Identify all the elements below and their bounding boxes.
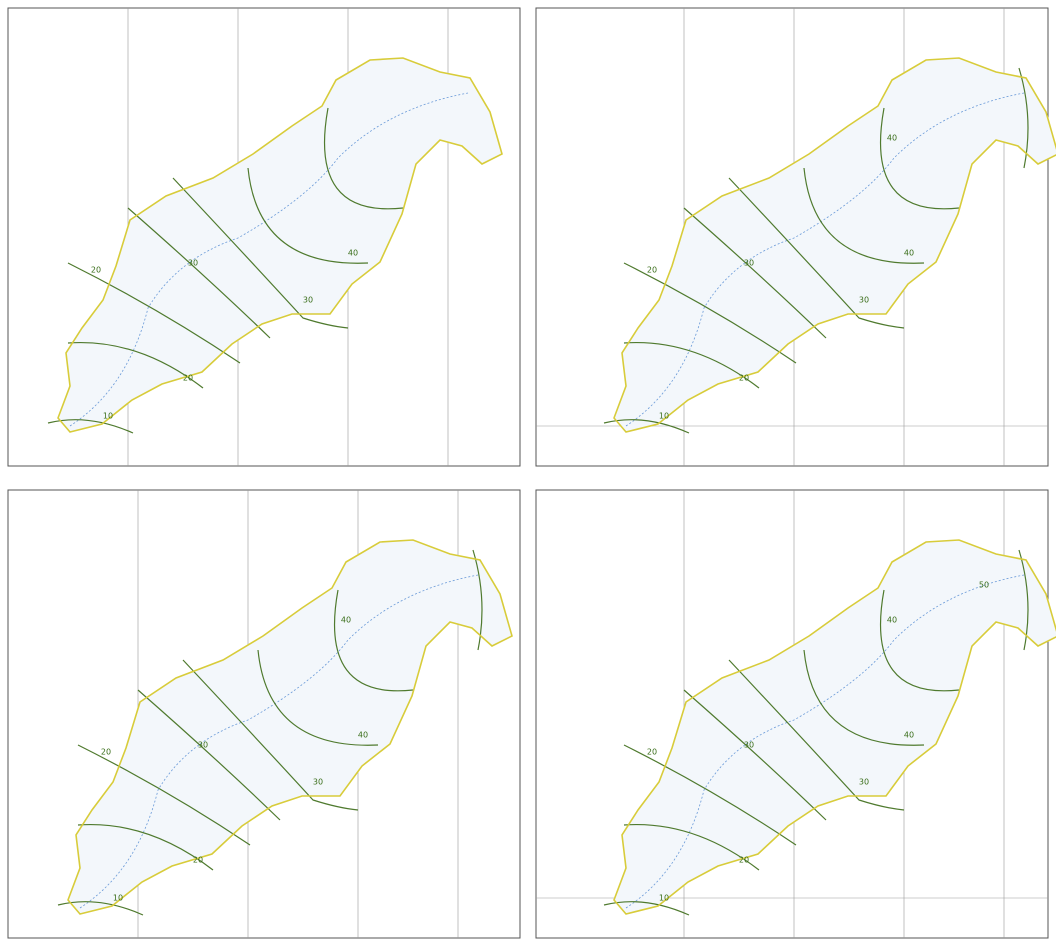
catchment-boundary — [613, 539, 1056, 915]
contour-line — [1018, 549, 1029, 651]
contour-line — [472, 549, 483, 651]
contour-label: 20 — [91, 266, 101, 275]
contour-line — [623, 262, 797, 364]
contour-line — [127, 207, 271, 339]
catchment-fill — [68, 540, 512, 914]
contour-label: 30 — [744, 259, 754, 268]
contour-label: 30 — [303, 296, 313, 305]
river — [625, 92, 1025, 427]
contour-line — [880, 107, 960, 210]
catchment: 10 20 20 30 30 40 — [47, 57, 503, 434]
contour-label: 10 — [113, 894, 123, 903]
map-panel: 10 20 20 30 30 40 40 — [7, 489, 521, 939]
contour-label: 20 — [183, 374, 193, 383]
contour-line — [172, 177, 349, 329]
contour-line — [803, 167, 925, 264]
contour-line — [880, 589, 960, 692]
contour-line — [334, 589, 414, 692]
contour-line — [247, 167, 369, 264]
contour-line — [683, 207, 827, 339]
contour-line — [77, 823, 214, 871]
catchment-fill — [58, 58, 502, 432]
contour-label: 50 — [979, 581, 989, 590]
contour-label: 30 — [188, 259, 198, 268]
contour-line — [77, 744, 251, 846]
contour-line — [728, 659, 905, 811]
contour-label: 30 — [859, 296, 869, 305]
contour-line — [67, 341, 204, 389]
river — [79, 574, 479, 909]
contour-label: 30 — [198, 741, 208, 750]
map-panel: 10 20 20 30 30 40 40 50 — [535, 489, 1056, 939]
contour-line — [137, 689, 281, 821]
contour-label: 10 — [103, 412, 113, 421]
contour-label: 40 — [904, 249, 914, 258]
contour-label: 20 — [647, 266, 657, 275]
contour-label: 20 — [739, 856, 749, 865]
catchment: 10 20 20 30 30 40 40 — [603, 57, 1056, 434]
contour-line — [603, 901, 690, 916]
catchment-boundary — [67, 539, 513, 915]
contour-line — [623, 744, 797, 846]
contour-line — [623, 823, 760, 871]
contour-line — [67, 262, 241, 364]
contour-line — [603, 419, 690, 434]
contour-line — [324, 107, 404, 210]
contour-label: 30 — [744, 741, 754, 750]
catchment-boundary — [57, 57, 503, 433]
contour-label: 40 — [348, 249, 358, 258]
contour-label: 20 — [193, 856, 203, 865]
catchment: 10 20 20 30 30 40 40 50 — [603, 539, 1056, 916]
contour-label: 40 — [341, 616, 351, 625]
map-panel: 10 20 20 30 30 40 — [7, 7, 521, 467]
contour-line — [623, 341, 760, 389]
contour-label: 40 — [887, 616, 897, 625]
contour-label: 30 — [859, 778, 869, 787]
contour-line — [182, 659, 359, 811]
contour-line — [683, 689, 827, 821]
contour-label: 40 — [358, 731, 368, 740]
contour-line — [47, 419, 134, 434]
contour-label: 20 — [647, 748, 657, 757]
contour-label: 10 — [659, 894, 669, 903]
contour-line — [1018, 67, 1029, 169]
contour-label: 40 — [887, 134, 897, 143]
contour-label: 10 — [659, 412, 669, 421]
contour-label: 20 — [101, 748, 111, 757]
catchment-boundary — [613, 57, 1056, 433]
contour-line — [57, 901, 144, 916]
contour-line — [257, 649, 379, 746]
contour-line — [728, 177, 905, 329]
catchment-fill — [614, 540, 1056, 914]
catchment-fill — [614, 58, 1056, 432]
contour-label: 20 — [739, 374, 749, 383]
contour-label: 30 — [313, 778, 323, 787]
contour-label: 40 — [904, 731, 914, 740]
contour-line — [803, 649, 925, 746]
river — [625, 574, 1025, 909]
catchment: 10 20 20 30 30 40 40 — [57, 539, 513, 916]
river — [69, 92, 469, 427]
map-panel: 10 20 20 30 30 40 40 — [535, 7, 1056, 467]
